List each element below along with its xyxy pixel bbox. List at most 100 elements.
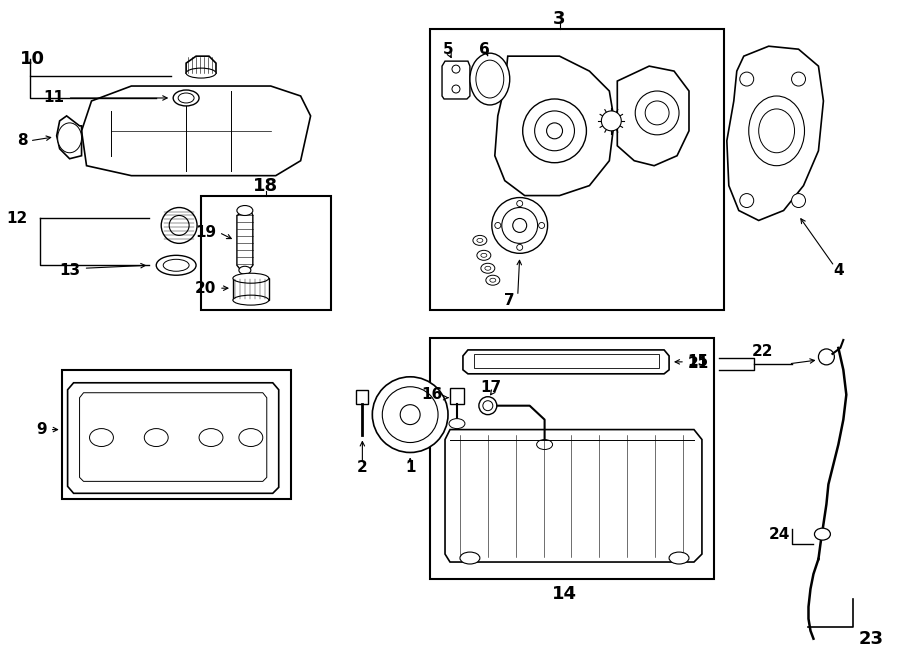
Ellipse shape	[479, 397, 497, 414]
Ellipse shape	[635, 91, 679, 135]
Text: 23: 23	[859, 630, 883, 648]
Polygon shape	[442, 61, 470, 99]
Bar	[201, 196, 330, 310]
Bar	[61, 370, 291, 499]
Ellipse shape	[495, 223, 500, 229]
Ellipse shape	[818, 349, 834, 365]
Ellipse shape	[502, 208, 537, 243]
Ellipse shape	[536, 440, 553, 449]
Ellipse shape	[238, 428, 263, 447]
Ellipse shape	[452, 85, 460, 93]
Bar	[233, 278, 269, 300]
Polygon shape	[68, 383, 279, 493]
Text: 14: 14	[552, 585, 577, 603]
Ellipse shape	[546, 123, 562, 139]
Ellipse shape	[157, 255, 196, 275]
Ellipse shape	[513, 219, 526, 233]
Ellipse shape	[199, 428, 223, 447]
Text: 1: 1	[405, 460, 416, 475]
Ellipse shape	[481, 253, 487, 257]
Text: 15: 15	[687, 354, 708, 369]
Ellipse shape	[400, 405, 420, 424]
Ellipse shape	[477, 251, 490, 260]
Ellipse shape	[186, 68, 216, 78]
Text: 8: 8	[17, 134, 28, 148]
Text: 13: 13	[59, 263, 81, 278]
Polygon shape	[445, 430, 702, 562]
Ellipse shape	[749, 96, 805, 166]
Ellipse shape	[814, 528, 831, 540]
Text: 7: 7	[504, 293, 515, 307]
Polygon shape	[82, 86, 310, 176]
Ellipse shape	[476, 60, 504, 98]
Text: 16: 16	[422, 387, 443, 403]
Ellipse shape	[477, 239, 483, 243]
Text: 10: 10	[20, 50, 45, 68]
Ellipse shape	[238, 266, 251, 274]
Ellipse shape	[449, 418, 465, 428]
Ellipse shape	[740, 72, 753, 86]
Text: 9: 9	[36, 422, 47, 437]
Ellipse shape	[373, 377, 448, 453]
Ellipse shape	[460, 552, 480, 564]
Ellipse shape	[144, 428, 168, 447]
Ellipse shape	[233, 295, 269, 305]
Polygon shape	[237, 210, 253, 270]
Text: 11: 11	[44, 91, 65, 106]
Ellipse shape	[491, 198, 547, 253]
Text: 6: 6	[480, 42, 491, 57]
Ellipse shape	[161, 208, 197, 243]
Polygon shape	[463, 350, 669, 374]
Text: 19: 19	[195, 225, 216, 240]
Ellipse shape	[481, 263, 495, 273]
Ellipse shape	[470, 53, 509, 105]
Ellipse shape	[173, 90, 199, 106]
Ellipse shape	[472, 235, 487, 245]
Text: 22: 22	[752, 344, 773, 360]
Ellipse shape	[517, 245, 523, 251]
Ellipse shape	[452, 65, 460, 73]
Ellipse shape	[486, 275, 500, 285]
Ellipse shape	[792, 72, 806, 86]
Text: 18: 18	[253, 176, 278, 194]
Ellipse shape	[535, 111, 574, 151]
Ellipse shape	[483, 401, 493, 410]
Text: 2: 2	[357, 460, 368, 475]
Bar	[450, 388, 464, 404]
Bar	[430, 338, 714, 579]
Text: 21: 21	[688, 356, 709, 371]
Polygon shape	[495, 56, 615, 196]
Text: 24: 24	[770, 527, 790, 541]
Text: 17: 17	[481, 380, 501, 395]
Ellipse shape	[759, 109, 795, 153]
Ellipse shape	[233, 273, 269, 283]
Ellipse shape	[490, 278, 496, 282]
Bar	[430, 29, 724, 310]
Ellipse shape	[601, 111, 621, 131]
Ellipse shape	[237, 206, 253, 215]
Text: 5: 5	[443, 42, 454, 57]
Ellipse shape	[178, 93, 194, 103]
Text: 4: 4	[833, 263, 843, 278]
Ellipse shape	[523, 99, 587, 163]
Ellipse shape	[485, 266, 490, 270]
Ellipse shape	[645, 101, 669, 125]
Ellipse shape	[669, 552, 689, 564]
Ellipse shape	[538, 223, 544, 229]
Polygon shape	[727, 46, 824, 221]
Ellipse shape	[89, 428, 113, 447]
Text: 3: 3	[554, 11, 566, 28]
Ellipse shape	[517, 200, 523, 206]
Ellipse shape	[169, 215, 189, 235]
Ellipse shape	[382, 387, 438, 442]
Ellipse shape	[792, 194, 806, 208]
Bar	[356, 390, 368, 404]
Ellipse shape	[163, 259, 189, 271]
Polygon shape	[57, 116, 82, 159]
Ellipse shape	[740, 194, 753, 208]
Text: 12: 12	[6, 211, 28, 226]
Text: 20: 20	[194, 281, 216, 295]
Ellipse shape	[58, 123, 82, 153]
Polygon shape	[186, 56, 216, 73]
Polygon shape	[617, 66, 689, 166]
